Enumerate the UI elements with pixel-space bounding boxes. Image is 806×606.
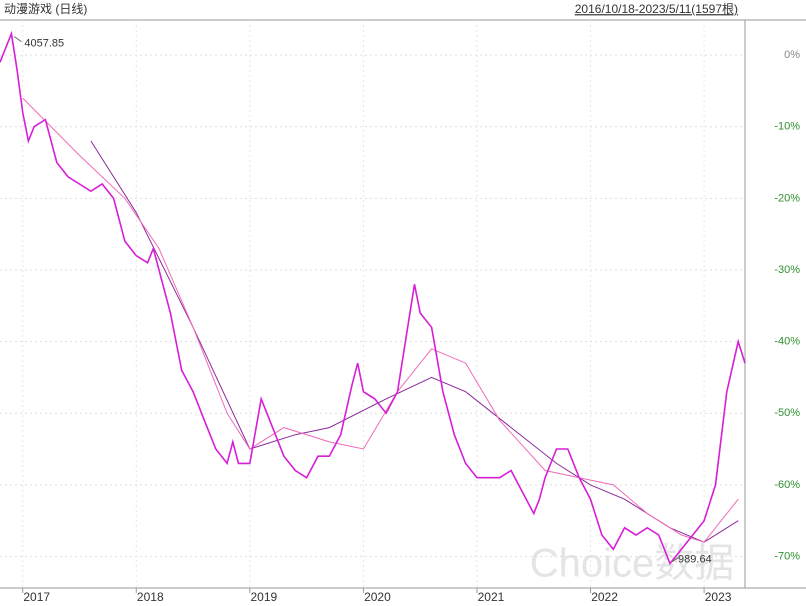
x-tick-label: 2022 — [591, 590, 618, 604]
y-tick-label: -40% — [774, 336, 800, 348]
y-tick-label: -20% — [774, 192, 800, 204]
x-tick-label: 2020 — [364, 590, 391, 604]
series-line — [0, 30, 746, 566]
y-tick-label: -50% — [774, 407, 800, 419]
max-pointer — [14, 36, 22, 43]
x-tick-label: 2017 — [23, 590, 50, 604]
chart-subtitle: 2016/10/18-2023/5/11(1597根) — [575, 2, 738, 16]
y-tick-label: -30% — [774, 264, 800, 276]
watermark: Choice数据 — [530, 542, 735, 586]
x-tick-label: 2023 — [705, 590, 732, 604]
x-tick-label: 2018 — [137, 590, 164, 604]
y-tick-label: -10% — [774, 121, 800, 133]
min-annotation: 989.64 — [678, 554, 712, 566]
min-pointer — [671, 557, 679, 563]
y-tick-label: -70% — [774, 550, 800, 562]
max-annotation: 4057.85 — [24, 38, 64, 50]
x-tick-label: 2021 — [478, 590, 505, 604]
x-tick-label: 2019 — [250, 590, 277, 604]
y-tick-label: 0% — [784, 49, 800, 61]
y-tick-label: -60% — [774, 479, 800, 491]
chart-title: 动漫游戏 (日线) — [4, 2, 87, 16]
